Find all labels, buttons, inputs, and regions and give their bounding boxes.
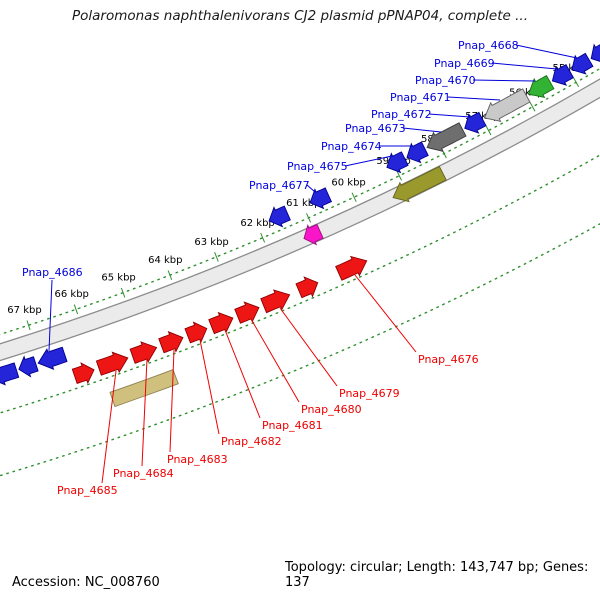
scale-label: 64 kbp [148, 255, 182, 266]
gene-arrow-Pnap_4670[interactable] [527, 74, 555, 99]
gene-leader-line [306, 184, 316, 193]
scale-label: 67 kbp [7, 305, 41, 316]
gene-leader-line [101, 370, 117, 484]
gene-arrow[interactable] [71, 362, 95, 385]
gene-label-Pnap_4685[interactable]: Pnap_4685 [57, 484, 118, 497]
gene-label-Pnap_4681[interactable]: Pnap_4681 [262, 419, 323, 432]
gene-arrow[interactable] [109, 369, 179, 408]
scale-label: 63 kbp [194, 237, 228, 248]
gene-label-Pnap_4682[interactable]: Pnap_4682 [221, 435, 282, 448]
gene-label-Pnap_4673[interactable]: Pnap_4673 [345, 122, 406, 135]
status-bar: Accession: NC_008760 Topology: circular;… [0, 560, 600, 590]
gene-leader-line [141, 358, 148, 467]
gene-label-Pnap_4684[interactable]: Pnap_4684 [113, 467, 174, 480]
kbp-tick [167, 270, 173, 280]
gene-label-Pnap_4672[interactable]: Pnap_4672 [371, 108, 432, 121]
scale-label: 56 kbp [509, 87, 543, 98]
gene-leader-line [402, 127, 442, 133]
gene-label-Pnap_4676[interactable]: Pnap_4676 [418, 353, 479, 366]
gene-leader-line [428, 113, 471, 118]
kbp-tick [573, 77, 580, 87]
gene-leader-line [354, 274, 417, 353]
kbp-tick [73, 304, 79, 315]
gene-arrow-Pnap_4669[interactable] [551, 64, 575, 86]
ruler-dotted-arc [0, 154, 600, 414]
backbone-edge [0, 96, 600, 362]
gene-label-Pnap_4669[interactable]: Pnap_4669 [434, 57, 495, 70]
gene-arrow[interactable] [590, 43, 600, 63]
gene-arrow-Pnap_4671[interactable] [483, 88, 531, 122]
gene-leader-line [447, 96, 501, 101]
gene-arrow-Pnap_4681[interactable] [208, 311, 234, 335]
gene-arrow[interactable] [0, 362, 20, 386]
gene-arrow[interactable] [268, 205, 291, 228]
kbp-tick [260, 232, 266, 243]
kbp-tick [214, 252, 219, 262]
scale-label: 66 kbp [55, 289, 89, 300]
gene-arrow-Pnap_4686[interactable] [37, 346, 68, 370]
scale-label: 60 kbp [331, 177, 365, 188]
kbp-tick [120, 287, 126, 298]
gene-arrow-Pnap_4683[interactable] [158, 331, 184, 354]
kbp-tick [529, 102, 536, 112]
scale-label: 57 kbp [465, 111, 499, 122]
gene-label-Pnap_4677[interactable]: Pnap_4677 [249, 179, 310, 192]
gene-label-Pnap_4686[interactable]: Pnap_4686 [22, 266, 83, 279]
scale-label: 65 kbp [101, 272, 135, 283]
gene-arrow-Pnap_4672[interactable] [464, 111, 487, 134]
gene-arrow-Pnap_4679[interactable] [260, 289, 291, 314]
gene-arrow-Pnap_4682[interactable] [184, 321, 208, 344]
scale-label: 55 kbp [553, 63, 587, 74]
gene-label-Pnap_4670[interactable]: Pnap_4670 [415, 74, 476, 87]
gene-arrow[interactable] [295, 276, 319, 299]
ruler-dotted-arc [0, 223, 600, 477]
gene-leader-line [279, 307, 338, 387]
gene-arrow-Pnap_4680[interactable] [234, 301, 260, 324]
gene-arrow-Pnap_4675[interactable] [386, 151, 409, 174]
gene-leader-line [48, 279, 53, 352]
kbp-tick [396, 171, 402, 181]
gene-arrow[interactable] [18, 355, 39, 378]
gene-leader-line [472, 79, 536, 82]
map-title: Polaromonas naphthalenivorans CJ2 plasmi… [71, 8, 529, 24]
gene-label-Pnap_4668[interactable]: Pnap_4668 [458, 39, 519, 52]
gene-leader-line [224, 329, 261, 419]
gene-arrow-Pnap_4685[interactable] [95, 351, 129, 376]
gene-arrow-Pnap_4684[interactable] [129, 341, 158, 364]
kbp-tick [351, 192, 357, 202]
gene-leader-line [515, 44, 578, 59]
topology-text: Topology: circular; Length: 143,747 bp; … [285, 560, 589, 590]
accession-text: Accession: NC_008760 [12, 575, 160, 590]
gene-leader-line [344, 155, 393, 167]
gene-label-Pnap_4674[interactable]: Pnap_4674 [321, 140, 382, 153]
gene-leader-line [250, 318, 300, 403]
gene-label-Pnap_4671[interactable]: Pnap_4671 [390, 91, 451, 104]
ruler-dotted-arc [0, 67, 600, 336]
kbp-tick [306, 213, 312, 223]
gene-label-Pnap_4680[interactable]: Pnap_4680 [301, 403, 362, 416]
backbone-edge [0, 78, 600, 345]
gene-leader-line [491, 62, 558, 70]
gene-label-Pnap_4679[interactable]: Pnap_4679 [339, 387, 400, 400]
gene-arrow-Pnap_4668[interactable] [571, 52, 594, 75]
gene-label-Pnap_4675[interactable]: Pnap_4675 [287, 160, 348, 173]
scale-label: 61 kbp [286, 198, 320, 209]
scale-label: 62 kbp [240, 218, 274, 229]
gene-arrow[interactable] [392, 165, 447, 203]
gene-leader-line [169, 349, 175, 453]
gene-arrow-Pnap_4673[interactable] [426, 122, 467, 152]
kbp-tick [26, 320, 31, 331]
gene-arrow-Pnap_4676[interactable] [335, 255, 368, 281]
gene-arrow-Pnap_4677[interactable] [309, 187, 332, 210]
gene-label-Pnap_4683[interactable]: Pnap_4683 [167, 453, 228, 466]
kbp-tick [485, 125, 492, 136]
gene-arrow[interactable] [303, 223, 324, 246]
gene-arrow-Pnap_4674[interactable] [406, 141, 429, 164]
gene-leader-line [199, 339, 220, 435]
